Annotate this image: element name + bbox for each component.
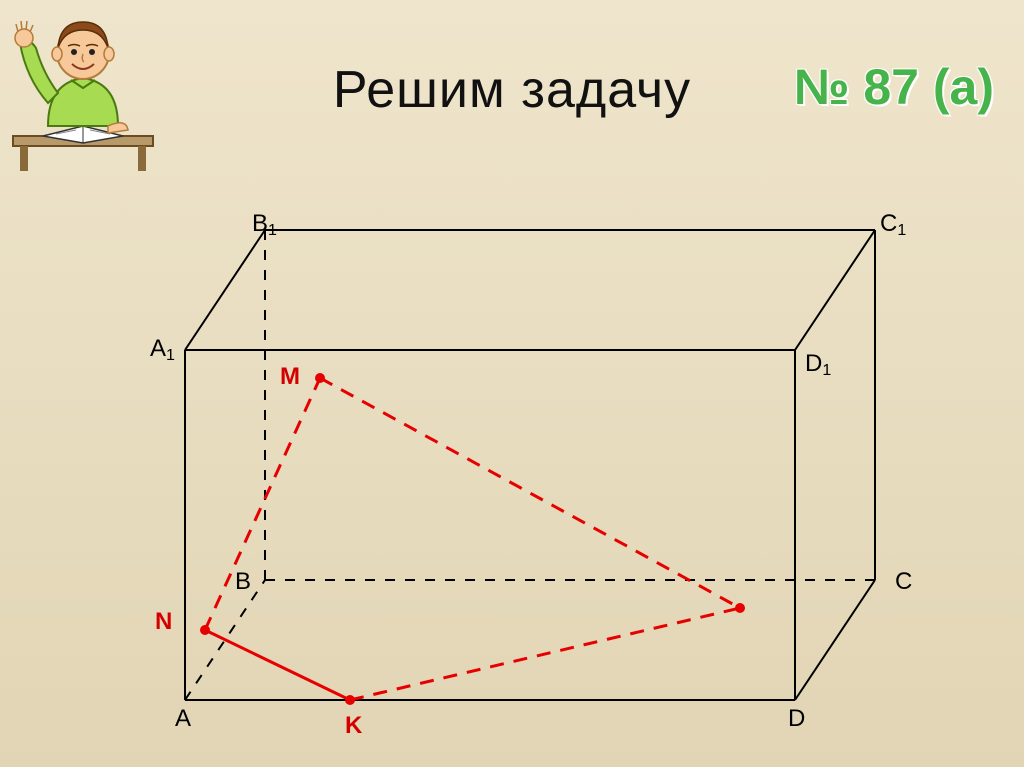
label-C: C <box>895 568 912 596</box>
label-B1: B1 <box>252 210 277 238</box>
section-points <box>200 373 745 705</box>
slide: Решим задачу № 87 (а) <box>0 0 1024 767</box>
label-A: A <box>175 705 191 733</box>
hidden-edges <box>185 230 875 700</box>
label-D1: D1 <box>805 350 831 378</box>
label-K: K <box>345 712 362 740</box>
visible-edges <box>185 230 875 700</box>
label-C1: C1 <box>880 210 906 238</box>
prism-diagram <box>145 210 905 730</box>
label-M: M <box>280 363 300 391</box>
label-A1: A1 <box>150 335 175 363</box>
label-D: D <box>788 705 805 733</box>
label-N: N <box>155 608 172 636</box>
task-number-label: № 87 (а) <box>794 58 994 116</box>
section-lines <box>205 378 740 700</box>
label-B: B <box>235 568 251 596</box>
